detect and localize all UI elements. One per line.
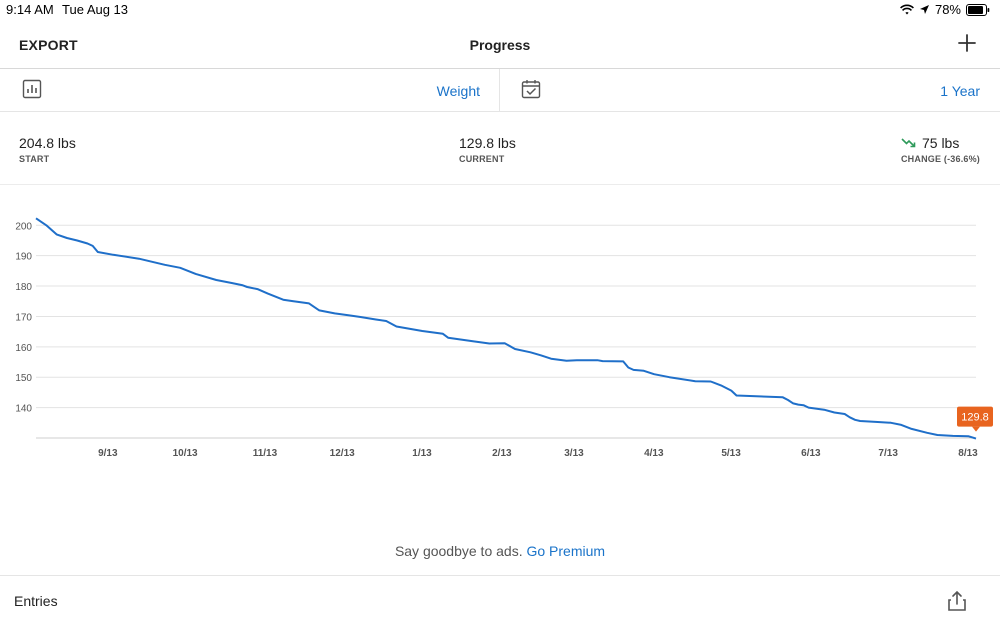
stat-change-value: 75 lbs: [921, 135, 960, 151]
x-tick-label: 8/13: [958, 448, 978, 459]
wifi-icon: [900, 4, 914, 14]
share-icon[interactable]: [946, 590, 968, 612]
x-tick-label: 9/13: [98, 448, 118, 459]
page-title: Progress: [469, 37, 531, 53]
bottom-bar: Entries: [0, 575, 1000, 619]
stat-change: 75 lbs CHANGE (-36.6%): [901, 135, 980, 164]
weight-chart: 140 150 160 170 180 190 200 9/13 10/13 11/13 12/1…: [15, 217, 993, 459]
entries-label[interactable]: Entries: [14, 593, 58, 609]
stat-change-label: CHANGE (-36.6%): [900, 154, 980, 164]
stat-start-value: 204.8 lbs: [19, 135, 76, 151]
stat-start: 204.8 lbs START: [19, 135, 76, 164]
x-tick-label: 5/13: [721, 448, 741, 459]
stat-start-label: START: [19, 154, 50, 164]
end-badge-pointer: [972, 426, 980, 432]
weight-series-line: [35, 217, 977, 440]
trend-down-icon: [901, 138, 916, 148]
x-tick-label: 1/13: [412, 448, 432, 459]
battery-icon: [966, 3, 990, 16]
stat-current-value: 129.8 lbs: [459, 135, 516, 151]
period-selector[interactable]: 1 Year: [940, 83, 980, 99]
status-time: 9:14 AM: [6, 2, 54, 17]
location-arrow-icon: [919, 5, 929, 14]
status-right: 78%: [900, 2, 990, 17]
end-value-badge: 129.8: [957, 406, 993, 432]
selector-bar: Weight 1 Year: [0, 69, 1000, 112]
stat-current: 129.8 lbs CURRENT: [459, 135, 516, 164]
y-tick-label: 190: [15, 252, 32, 263]
stats-row: 204.8 lbs START 129.8 lbs CURRENT 75 lbs…: [0, 111, 1000, 185]
x-tick-label: 6/13: [801, 448, 821, 459]
y-tick-label: 140: [15, 404, 32, 415]
status-date: Tue Aug 13: [62, 2, 129, 17]
y-tick-label: 160: [15, 343, 32, 354]
x-tick-label: 10/13: [173, 448, 198, 459]
go-premium-link[interactable]: Go Premium: [526, 543, 606, 559]
y-tick-label: 180: [15, 282, 32, 293]
x-tick-label: 7/13: [878, 448, 898, 459]
chart-grid: [36, 224, 976, 439]
x-tick-label: 3/13: [564, 448, 584, 459]
chart-y-axis: 140 150 160 170 180 190 200: [15, 221, 32, 414]
stat-change-value-row: 75 lbs: [901, 135, 980, 151]
metric-selector[interactable]: Weight: [436, 83, 480, 99]
calendar-check-icon[interactable]: [521, 79, 541, 99]
x-tick-label: 11/13: [253, 448, 278, 459]
chart-x-axis: 9/13 10/13 11/13 12/13 1/13 2/13 3/13 4/13 5/13 6…: [98, 448, 978, 459]
plus-icon[interactable]: [956, 32, 978, 54]
x-tick-label: 12/13: [330, 448, 355, 459]
promo-text: Say goodbye to ads.: [394, 543, 523, 559]
export-button[interactable]: EXPORT: [19, 37, 78, 53]
end-badge-value: 129.8: [961, 412, 989, 424]
x-tick-label: 2/13: [492, 448, 512, 459]
y-tick-label: 200: [15, 221, 32, 232]
x-tick-label: 4/13: [644, 448, 664, 459]
stat-current-label: CURRENT: [459, 154, 505, 164]
status-bar: 9:14 AM Tue Aug 13 78%: [0, 0, 1000, 20]
y-tick-label: 170: [15, 312, 32, 323]
selector-divider: [499, 69, 500, 111]
end-badge-bg: [957, 406, 993, 427]
navigation-bar: EXPORT Progress: [0, 22, 1000, 69]
y-tick-label: 150: [15, 373, 32, 384]
promo-banner: Say goodbye to ads. Go Premium: [0, 543, 1000, 559]
battery-percent: 78%: [934, 2, 961, 17]
bar-chart-icon[interactable]: [22, 79, 42, 99]
